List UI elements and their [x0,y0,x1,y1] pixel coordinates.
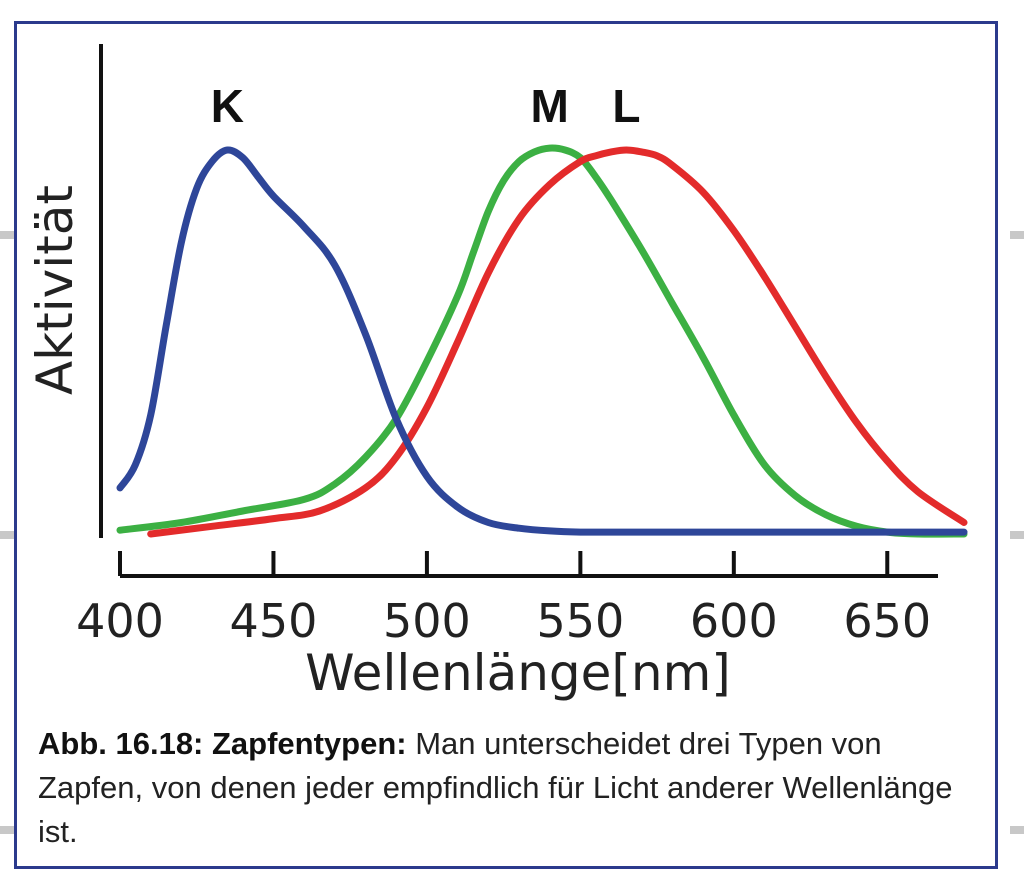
series-line-k [116,146,968,536]
series-line-m [116,144,968,538]
series-label-l: L [612,80,640,132]
series-line-l [147,146,968,538]
series-label-m: M [531,80,569,132]
page-edge-mark [0,826,14,834]
page-edge-mark [0,531,14,539]
cone-sensitivity-chart: Aktivität Wellenlänge[nm] 400 450 500 550 60… [26,44,968,702]
x-tick-label: 450 [230,594,318,648]
x-tick-label: 400 [76,594,164,648]
caption-label: Abb. 16.18: Zapfentypen: [38,726,407,761]
x-axis-label: Wellenlänge[nm] [305,644,731,702]
series-label-k: K [211,80,244,132]
x-tick-label: 500 [383,594,471,648]
x-tick-label: 600 [690,594,778,648]
figure-caption: Abb. 16.18: Zapfentypen: Man unterscheid… [38,722,988,854]
caption-text: Man unterscheidet drei Typen von Zapfen,… [38,726,953,849]
figure-frame [14,21,998,869]
x-tick-label: 550 [536,594,624,648]
page-edge-mark [1010,231,1024,239]
y-axis-label: Aktivität [26,185,84,395]
x-tick-label: 650 [843,594,931,648]
page-edge-mark [1010,826,1024,834]
page-edge-mark [1010,531,1024,539]
page-edge-mark [0,231,14,239]
